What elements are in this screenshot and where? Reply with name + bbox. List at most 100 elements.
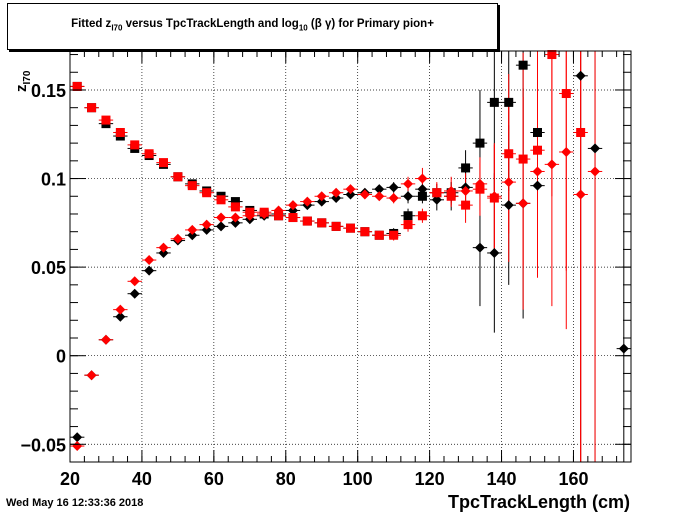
title-part-1: Fitted z xyxy=(71,18,112,30)
chart-title: Fitted zI70 versus TpcTrackLength and lo… xyxy=(8,18,497,32)
y-tick-label: 0.05 xyxy=(31,258,66,278)
title-subscript-10: 10 xyxy=(298,23,308,33)
square-marker xyxy=(360,227,370,237)
square-marker xyxy=(417,211,427,221)
square-marker xyxy=(518,60,528,70)
diamond-marker xyxy=(532,166,543,177)
square-marker xyxy=(259,207,269,217)
square-marker xyxy=(346,223,355,233)
diamond-marker xyxy=(201,219,212,230)
diamond-marker xyxy=(331,187,342,198)
square-marker xyxy=(446,191,456,201)
diamond-marker xyxy=(374,184,385,195)
diamond-marker xyxy=(144,255,155,266)
square-marker xyxy=(101,115,111,125)
square-marker xyxy=(461,163,471,173)
x-tick-label: 40 xyxy=(132,469,152,489)
diamond-marker xyxy=(302,196,313,207)
square-marker xyxy=(389,230,399,240)
square-marker xyxy=(533,127,542,137)
square-marker xyxy=(504,149,514,159)
square-marker xyxy=(230,202,240,212)
diamond-marker xyxy=(532,180,543,191)
diamond-marker xyxy=(115,311,126,322)
diamond-marker xyxy=(287,200,298,211)
diamond-marker xyxy=(331,193,342,204)
square-marker xyxy=(461,200,471,210)
diamond-marker xyxy=(431,194,442,205)
diamond-marker xyxy=(187,224,198,235)
square-marker xyxy=(475,138,485,148)
square-marker xyxy=(374,230,384,240)
square-marker xyxy=(576,127,586,137)
square-marker xyxy=(216,195,226,205)
square-marker xyxy=(547,50,557,60)
data-markers xyxy=(72,50,629,452)
diamond-marker xyxy=(374,191,385,202)
title-part-2: versus TpcTrackLength and log xyxy=(122,18,299,30)
square-marker xyxy=(317,218,327,228)
diamond-marker xyxy=(172,233,183,244)
diamond-marker xyxy=(86,370,97,381)
diamond-marker xyxy=(316,191,327,202)
square-marker xyxy=(504,97,514,107)
square-marker xyxy=(87,103,97,113)
diamond-marker xyxy=(618,343,629,354)
square-marker xyxy=(288,213,298,223)
error-bars xyxy=(70,51,631,462)
diamond-marker xyxy=(187,230,198,241)
diamond-marker xyxy=(316,196,327,207)
diamond-marker xyxy=(158,247,169,258)
diamond-marker xyxy=(359,189,370,200)
diamond-marker xyxy=(115,304,126,315)
square-marker xyxy=(144,149,154,159)
grid-lines xyxy=(70,51,631,462)
x-tick-label: 80 xyxy=(276,469,296,489)
y-tick-label: 0 xyxy=(56,347,66,367)
x-tick-label: 100 xyxy=(343,469,373,489)
diamond-marker xyxy=(489,247,500,258)
diamond-marker xyxy=(388,182,399,193)
diamond-marker xyxy=(417,173,428,184)
square-marker xyxy=(302,216,312,226)
square-marker xyxy=(432,188,442,198)
diamond-marker xyxy=(144,265,155,276)
diamond-marker xyxy=(100,334,111,345)
title-box: Fitted zI70 versus TpcTrackLength and lo… xyxy=(7,3,498,50)
diamond-marker xyxy=(403,178,414,189)
diamond-marker xyxy=(474,242,485,253)
square-marker xyxy=(489,193,499,203)
square-marker xyxy=(403,211,413,221)
diamond-marker xyxy=(590,143,601,154)
datestamp: Wed May 16 12:33:36 2018 xyxy=(6,497,144,509)
square-marker xyxy=(489,97,499,107)
square-marker xyxy=(518,154,528,164)
y-tick-label: 0.1 xyxy=(41,170,66,190)
title-subscript-i70: I70 xyxy=(111,23,123,33)
diamond-marker xyxy=(417,184,428,195)
diamond-marker xyxy=(561,146,572,157)
diamond-marker xyxy=(546,159,557,170)
square-marker xyxy=(72,81,82,91)
square-marker xyxy=(403,220,413,230)
diamond-marker xyxy=(518,198,529,209)
x-tick-label: 140 xyxy=(487,469,517,489)
diamond-marker xyxy=(403,191,414,202)
square-marker xyxy=(475,184,485,194)
x-tick-label: 60 xyxy=(204,469,224,489)
diamond-marker xyxy=(503,200,514,211)
square-marker xyxy=(130,140,140,150)
diamond-marker xyxy=(158,242,169,253)
diamond-marker xyxy=(72,432,83,443)
diamond-marker xyxy=(72,441,83,452)
diamond-marker xyxy=(216,221,227,232)
diamond-marker xyxy=(575,70,586,81)
diamond-marker xyxy=(388,193,399,204)
title-part-3: (β γ) for Primary pion+ xyxy=(307,18,434,30)
square-marker xyxy=(533,145,542,155)
diamond-marker xyxy=(460,185,471,196)
diamond-marker xyxy=(230,217,241,228)
x-axis-label: TpcTrackLength (cm) xyxy=(447,492,630,512)
x-tick-label: 160 xyxy=(558,469,588,489)
